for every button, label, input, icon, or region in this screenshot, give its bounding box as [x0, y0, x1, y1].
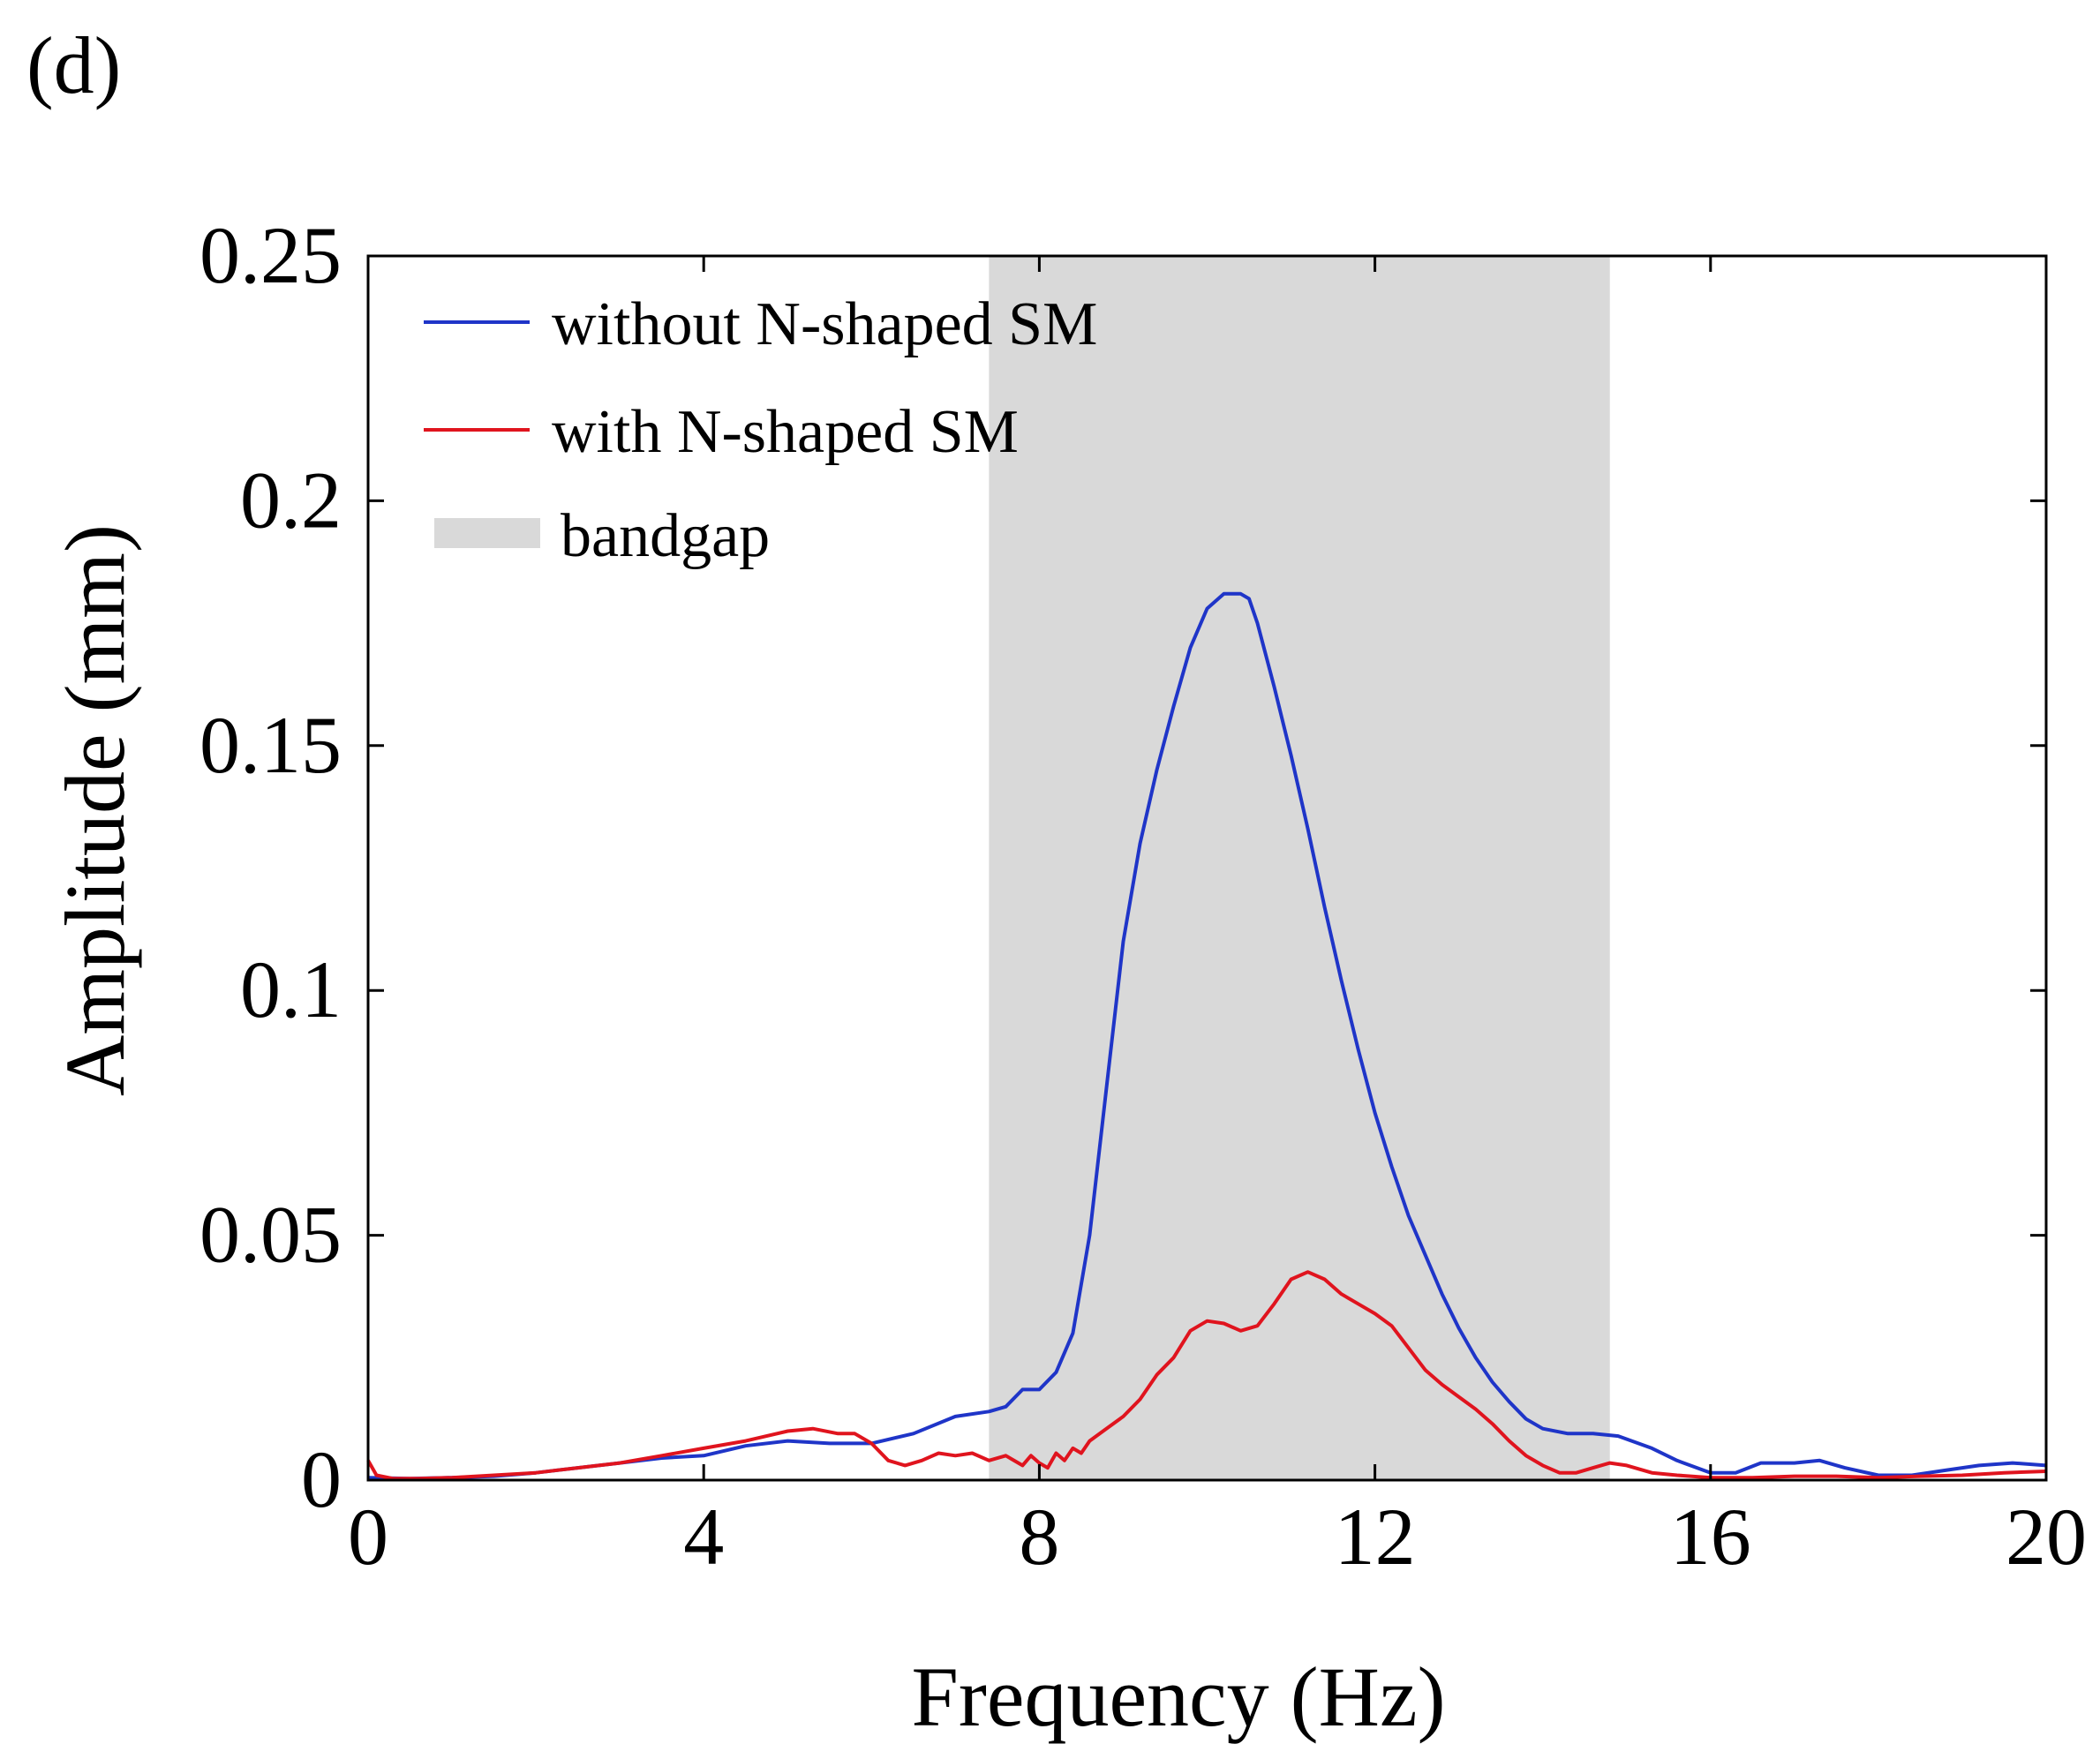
series-with-n-shaped-sm: [366, 1270, 2047, 1481]
legend-label-with: with N-shaped SM: [552, 398, 1019, 466]
y-axis-ticks: 0 0.05 0.1 0.15 0.2 0.25: [199, 210, 2046, 1524]
legend-label-without: without N-shaped SM: [552, 290, 1097, 358]
panel-label: (d): [26, 20, 121, 110]
legend: without N-shaped SM with N-shaped SM ban…: [424, 290, 1097, 570]
x-axis-ticks: 0 4 8 12 16 20: [348, 256, 2087, 1582]
y-tick-label: 0.25: [199, 210, 342, 300]
legend-label-bandgap: bandgap: [561, 502, 770, 570]
y-axis-label: Amplitude (mm): [48, 524, 142, 1096]
x-tick-label: 8: [1019, 1492, 1059, 1582]
legend-swatch-bandgap: [434, 518, 540, 548]
x-tick-label: 12: [1335, 1492, 1416, 1582]
y-tick-label: 0.15: [199, 700, 342, 790]
plot-frame: [366, 254, 2048, 1482]
y-tick-label: 0: [301, 1434, 342, 1524]
y-tick-label: 0.2: [240, 455, 342, 545]
x-tick-label: 4: [683, 1492, 724, 1582]
bandgap-region: [989, 256, 1610, 1480]
y-tick-label: 0.1: [240, 944, 342, 1034]
x-tick-label: 16: [1670, 1492, 1751, 1582]
x-tick-label: 20: [2006, 1492, 2087, 1582]
x-tick-label: 0: [348, 1492, 388, 1582]
x-axis-label: Frequency (Hz): [911, 1650, 1445, 1744]
y-tick-label: 0.05: [199, 1190, 342, 1280]
